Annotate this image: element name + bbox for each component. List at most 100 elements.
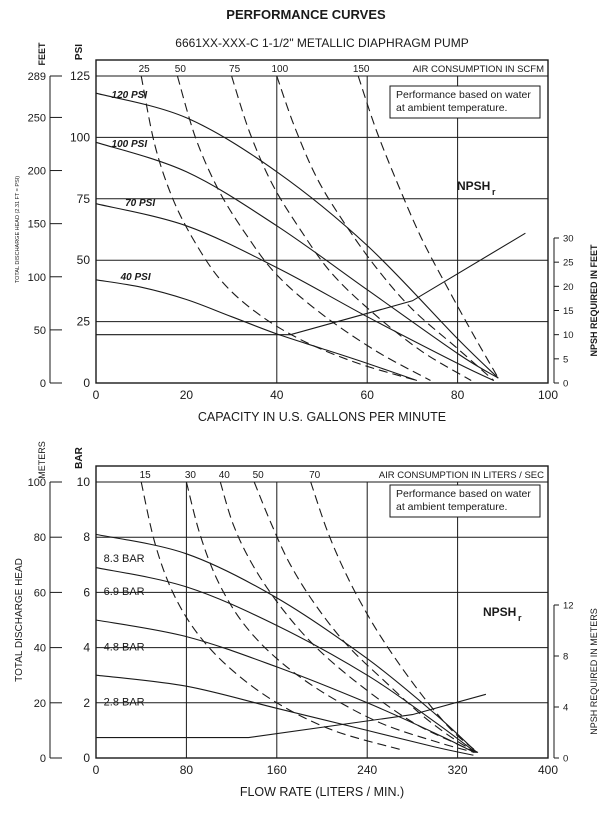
npsh-tick-label: 25: [563, 258, 574, 269]
psi-tick-label: 100: [70, 130, 90, 144]
bar-axis-label: BAR: [74, 446, 85, 468]
bar-tick-label: 0: [83, 751, 90, 765]
x-tick-label: 160: [267, 763, 287, 777]
series-label: 2.8 BAR: [104, 697, 145, 709]
air-tick-label: 75: [229, 64, 241, 75]
feet-tick-label: 289: [28, 71, 46, 83]
head-axis-label: TOTAL DISCHARGE HEAD: [14, 558, 25, 682]
x-tick-label: 80: [451, 388, 465, 402]
series-line-3: [95, 674, 474, 756]
series-line-0: [95, 533, 478, 753]
series-label: 4.8 BAR: [104, 641, 145, 653]
npsh-tick-label: 5: [563, 354, 568, 365]
feet-tick-label: 250: [28, 112, 46, 124]
npsh-tick-label: 12: [563, 601, 574, 612]
npsh-tick-label: 30: [563, 234, 574, 245]
psi-tick-label: 125: [70, 69, 90, 83]
x-tick-label: 240: [357, 763, 377, 777]
npsh-tick-label: 20: [563, 282, 574, 293]
air-curve-75: [231, 75, 472, 381]
meters-tick-label: 100: [28, 477, 46, 489]
air-tick-label: 70: [309, 470, 321, 481]
air-curve-70: [310, 481, 479, 753]
air-tick-label: 25: [139, 64, 151, 75]
x-tick-label: 40: [270, 388, 284, 402]
air-consumption-axis-label: AIR CONSUMPTION IN SCFM: [413, 64, 545, 75]
air-tick-label: 40: [219, 470, 231, 481]
note-line: Performance based on water: [396, 488, 531, 500]
x-axis-label: FLOW RATE (LITERS / MIN.): [240, 785, 404, 799]
series-line-0: [95, 92, 499, 379]
npsh-label: NPSH: [457, 179, 490, 193]
air-tick-label: 50: [175, 64, 187, 75]
air-curve-50: [253, 481, 479, 753]
x-tick-label: 100: [538, 388, 558, 402]
air-tick-label: 100: [271, 64, 288, 75]
air-curve-15: [140, 481, 402, 751]
npsh-axis-label: NPSH REQUIRED IN FEET: [589, 244, 599, 357]
npsh-label-subscript: r: [492, 187, 496, 197]
air-curve-25: [140, 75, 418, 382]
bar-tick-label: 6: [83, 585, 90, 599]
air-consumption-axis-label: AIR CONSUMPTION IN LITERS / SEC: [379, 470, 544, 481]
meters-tick-label: 0: [40, 753, 46, 765]
note-line: Performance based on water: [396, 89, 531, 101]
series-label: 6.9 BAR: [104, 586, 145, 598]
air-curve-50: [176, 75, 431, 381]
air-tick-label: 150: [353, 64, 370, 75]
x-tick-label: 60: [361, 388, 375, 402]
plot-frame: [95, 465, 549, 759]
meters-tick-label: 80: [34, 532, 46, 544]
npsh-curve: [96, 232, 526, 336]
npsh-tick-label: 15: [563, 306, 574, 317]
npsh-tick-label: 4: [563, 703, 568, 714]
feet-tick-label: 200: [28, 166, 46, 178]
series-line-2: [95, 203, 495, 381]
feet-tick-label: 150: [28, 219, 46, 231]
feet-tick-label: 100: [28, 272, 46, 284]
plot-frame: [95, 59, 549, 384]
npsh-label-subscript: r: [518, 613, 522, 623]
series-line-2: [95, 619, 475, 753]
series-line-3: [95, 279, 418, 382]
psi-axis-label: PSI: [74, 44, 85, 60]
x-axis-label: CAPACITY IN U.S. GALLONS PER MINUTE: [198, 410, 446, 424]
psi-tick-label: 50: [77, 253, 91, 267]
air-tick-label: 30: [185, 470, 197, 481]
psi-tick-label: 0: [83, 376, 90, 390]
bar-tick-label: 2: [83, 696, 90, 710]
x-tick-label: 0: [93, 388, 100, 402]
x-tick-label: 0: [93, 763, 100, 777]
x-tick-label: 80: [180, 763, 194, 777]
meters-tick-label: 60: [34, 587, 46, 599]
feet-tick-label: 50: [34, 325, 46, 337]
meters-tick-label: 40: [34, 643, 46, 655]
air-curve-150: [357, 75, 499, 379]
series-label: 70 PSI: [125, 198, 155, 209]
series-label: 100 PSI: [112, 139, 148, 150]
chart-subtitle: 6661XX-XXX-C 1-1/2" METALLIC DIAPHRAGM P…: [175, 36, 468, 50]
npsh-tick-label: 10: [563, 330, 574, 341]
air-tick-label: 15: [140, 470, 152, 481]
air-curve-100: [276, 75, 495, 381]
chart-us-units: 6661XX-XXX-C 1-1/2" METALLIC DIAPHRAGM P…: [15, 36, 599, 424]
psi-tick-label: 75: [77, 192, 91, 206]
bar-tick-label: 8: [83, 530, 90, 544]
series-line-1: [95, 141, 499, 379]
npsh-tick-label: 8: [563, 652, 568, 663]
air-tick-label: 50: [253, 470, 265, 481]
psi-tick-label: 25: [77, 315, 91, 329]
note-box: [389, 484, 541, 518]
series-label: 120 PSI: [112, 90, 148, 101]
npsh-tick-label: 0: [563, 379, 568, 390]
x-tick-label: 320: [448, 763, 468, 777]
feet-axis-label: FEET: [37, 42, 47, 66]
npsh-axis-label: NPSH REQUIRED IN METERS: [589, 608, 599, 735]
x-tick-label: 20: [180, 388, 194, 402]
note-line: at ambient temperature.: [396, 102, 507, 114]
npsh-label: NPSH: [483, 605, 516, 619]
series-label: 8.3 BAR: [104, 553, 145, 565]
npsh-curve: [96, 693, 487, 739]
